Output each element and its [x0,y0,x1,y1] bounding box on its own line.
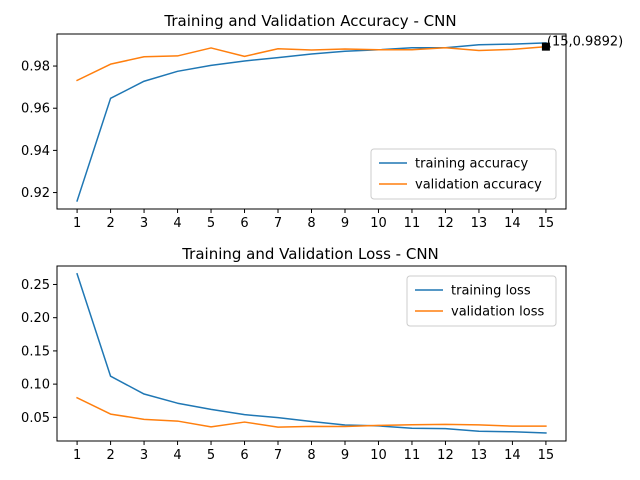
accuracy-series-line-1 [76,42,547,202]
accuracy-x-tick-label: 6 [240,216,248,231]
accuracy-annotation-marker [541,42,550,51]
accuracy-x-tick-label: 4 [173,216,181,231]
accuracy-x-tick-label: 7 [274,216,282,231]
accuracy-chart-annotation: (15,0.9892) [541,35,623,51]
accuracy-legend-box [370,148,557,200]
loss-chart-series [76,272,547,434]
loss-series-line-1 [76,272,547,434]
loss-x-tick-label: 12 [437,448,454,463]
loss-x-tick-label: 1 [73,448,81,463]
accuracy-chart-legend: training accuracy validation accuracy [370,148,557,200]
accuracy-legend-label: training accuracy [415,157,528,172]
loss-series-line-2 [76,396,547,428]
loss-x-tick-label: 3 [140,448,148,463]
accuracy-x-tick-label: 11 [404,216,421,231]
accuracy-y-tick-label: 0.94 [21,144,50,159]
accuracy-x-tick-label: 5 [207,216,215,231]
loss-legend-label: validation loss [451,305,544,320]
loss-y-tick-label: 0.20 [21,311,50,326]
accuracy-series-line-2 [76,45,547,82]
accuracy-y-tick-label: 0.98 [21,60,50,75]
loss-x-tick-label: 4 [173,448,181,463]
loss-chart-ticks: 1 2 3 4 5 6 7 8 9 10 11 12 13 14 150.050.100.150.200.2… [21,278,554,463]
accuracy-x-tick-label: 3 [140,216,148,231]
accuracy-chart-title: Training and Validation Accuracy - CNN [163,12,456,30]
loss-y-tick-label: 0.15 [21,344,50,359]
accuracy-x-tick-label: 8 [307,216,315,231]
loss-y-tick-label: 0.25 [21,278,50,293]
loss-chart-title: Training and Validation Loss - CNN [181,245,439,263]
accuracy-annotation-label: (15,0.9892) [547,35,623,50]
loss-y-tick-label: 0.10 [21,378,50,393]
accuracy-x-tick-label: 14 [504,216,521,231]
loss-legend-label: training loss [451,284,531,299]
loss-x-tick-label: 2 [106,448,114,463]
accuracy-chart-series [76,42,547,202]
accuracy-y-tick-label: 0.92 [21,186,50,201]
loss-x-tick-label: 7 [274,448,282,463]
accuracy-y-tick-label: 0.96 [21,102,50,117]
accuracy-x-tick-label: 13 [471,216,488,231]
accuracy-chart: Training and Validation Accuracy - CNN 1… [21,12,623,231]
accuracy-x-tick-label: 2 [106,216,114,231]
accuracy-legend-label: validation accuracy [415,178,542,193]
loss-x-tick-label: 6 [240,448,248,463]
loss-x-tick-label: 15 [538,448,555,463]
loss-chart-legend: training loss validation loss [406,275,557,327]
accuracy-x-tick-label: 9 [341,216,349,231]
loss-y-tick-label: 0.05 [21,411,50,426]
accuracy-x-tick-label: 12 [437,216,454,231]
loss-legend-box [406,275,557,327]
loss-x-tick-label: 5 [207,448,215,463]
loss-x-tick-label: 14 [504,448,521,463]
loss-x-tick-label: 13 [471,448,488,463]
accuracy-chart-ticks: 1 2 3 4 5 6 7 8 9 10 11 12 13 14 150.920.940.960.98 [21,60,554,231]
accuracy-x-tick-label: 10 [370,216,387,231]
accuracy-x-tick-label: 1 [73,216,81,231]
accuracy-x-tick-label: 15 [538,216,555,231]
loss-x-tick-label: 8 [307,448,315,463]
loss-x-tick-label: 11 [404,448,421,463]
loss-x-tick-label: 9 [341,448,349,463]
loss-x-tick-label: 10 [370,448,387,463]
